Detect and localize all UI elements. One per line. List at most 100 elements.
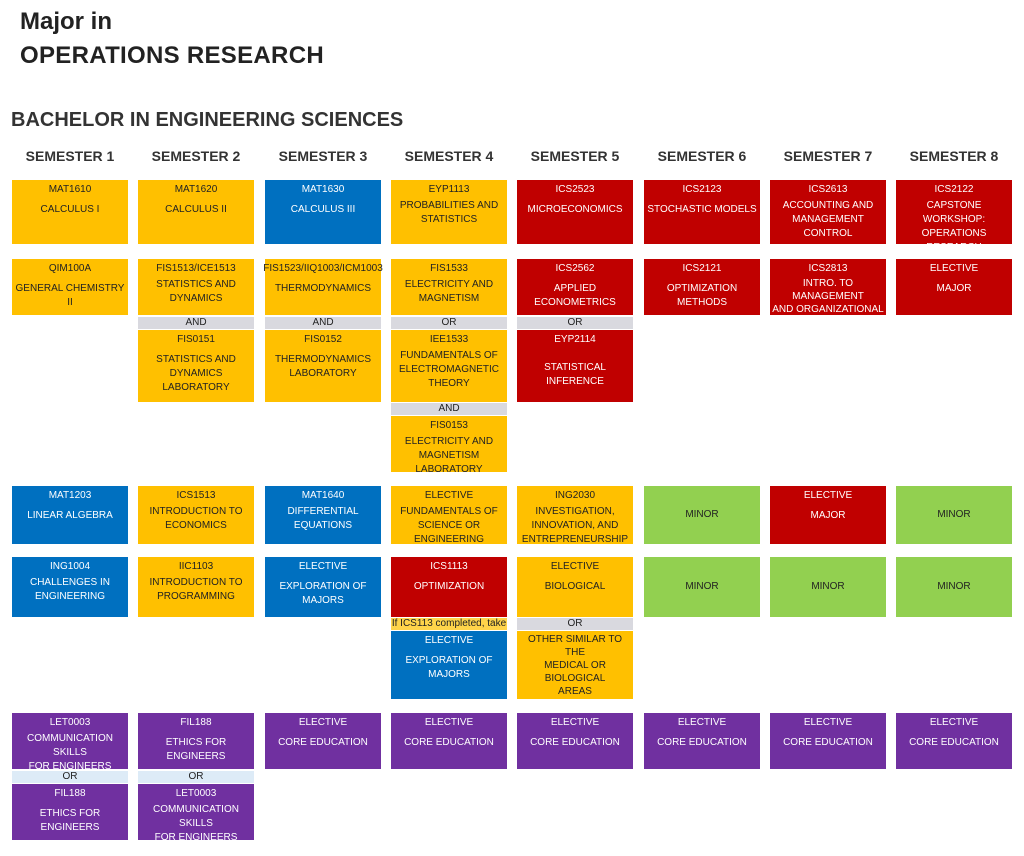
course-name: THERMODYNAMICS LABORATORY bbox=[274, 354, 372, 379]
course-code: FIS1513/ICE1513 bbox=[156, 263, 236, 274]
course-name: ACCOUNTING AND MANAGEMENT CONTROL bbox=[782, 200, 874, 239]
elective-core-s5: ELECTIVE CORE EDUCATION bbox=[517, 713, 633, 769]
or-connector: OR bbox=[517, 618, 633, 630]
course-ics2523: ICS2523 MICROECONOMICS bbox=[517, 180, 633, 244]
course-ics2123: ICS2123 STOCHASTIC MODELS bbox=[644, 180, 760, 244]
course-code: FIS0153 bbox=[430, 420, 468, 431]
course-code: ELECTIVE bbox=[424, 635, 474, 646]
course-name: OTHER SIMILAR TO THE MEDICAL OR BIOLOGIC… bbox=[527, 633, 623, 697]
course-name: MINOR bbox=[937, 581, 971, 592]
course-code: ING1004 bbox=[49, 561, 91, 572]
course-fil188-s2: FIL188 ETHICS FOR ENGINEERS bbox=[138, 713, 254, 769]
course-name: FUNDAMENTALS OF SCIENCE OR ENGINEERING bbox=[400, 506, 498, 545]
semester-8-header: SEMESTER 8 bbox=[909, 148, 999, 164]
course-name: MINOR bbox=[685, 581, 719, 592]
course-name: COMMUNICATION SKILLS FOR ENGINEERS bbox=[27, 733, 113, 772]
course-ics2562: ICS2562 APPLIED ECONOMETRICS bbox=[517, 259, 633, 315]
course-code: ELECTIVE bbox=[298, 717, 348, 728]
course-name: MAJOR bbox=[936, 283, 972, 294]
semester-4-header: SEMESTER 4 bbox=[404, 148, 494, 164]
course-eyp1113: EYP1113 PROBABILITIES AND STATISTICS bbox=[391, 180, 507, 244]
course-code: ELECTIVE bbox=[803, 717, 853, 728]
and-connector: AND bbox=[265, 317, 381, 329]
course-code: ELECTIVE bbox=[424, 717, 474, 728]
course-ics2613: ICS2613 ACCOUNTING AND MANAGEMENT CONTROL bbox=[770, 180, 886, 244]
course-code: LET0003 bbox=[175, 788, 217, 799]
course-name: STATISTICAL INFERENCE bbox=[544, 362, 606, 387]
course-name: MINOR bbox=[937, 509, 971, 520]
course-code: ICS1513 bbox=[176, 490, 216, 501]
elective-core-s8: ELECTIVE CORE EDUCATION bbox=[896, 713, 1012, 769]
course-code: ICS2122 bbox=[934, 184, 974, 195]
course-fis1513: FIS1513/ICE1513 STATISTICS AND DYNAMICS bbox=[138, 259, 254, 315]
course-name: CORE EDUCATION bbox=[909, 737, 999, 748]
course-mat1610: MAT1610 CALCULUS I bbox=[12, 180, 128, 244]
course-code: ELECTIVE bbox=[929, 717, 979, 728]
minor-s8-r4: MINOR bbox=[896, 557, 1012, 617]
course-code: FIS1533 bbox=[430, 263, 468, 274]
course-ing2030: ING2030 INVESTIGATION, INNOVATION, AND EN… bbox=[517, 486, 633, 545]
course-name: APPLIED ECONOMETRICS bbox=[534, 283, 616, 308]
course-fis0152: FIS0152 THERMODYNAMICS LABORATORY bbox=[265, 330, 381, 402]
course-name: THERMODYNAMICS bbox=[274, 283, 372, 294]
course-eyp2114: EYP2114 STATISTICAL INFERENCE bbox=[517, 330, 633, 402]
elective-major-s8: ELECTIVE MAJOR bbox=[896, 259, 1012, 315]
course-name: ETHICS FOR ENGINEERS bbox=[39, 808, 101, 833]
course-iee1533: IEE1533 FUNDAMENTALS OF ELECTROMAGNETIC T… bbox=[391, 330, 507, 402]
course-name: FUNDAMENTALS OF ELECTROMAGNETIC THEORY bbox=[398, 350, 499, 389]
course-name: DIFFERENTIAL EQUATIONS bbox=[287, 506, 359, 531]
course-name: CORE EDUCATION bbox=[657, 737, 747, 748]
course-name: ETHICS FOR ENGINEERS bbox=[165, 737, 227, 762]
course-code: ICS2562 bbox=[555, 263, 595, 274]
course-name: BIOLOGICAL bbox=[544, 581, 606, 592]
course-name: INTRODUCTION TO ECONOMICS bbox=[149, 506, 243, 531]
course-name: PROBABILITIES AND STATISTICS bbox=[399, 200, 499, 225]
course-code: FIS1523/IIQ1003/ICM1003 bbox=[263, 263, 383, 274]
elective-core-s3: ELECTIVE CORE EDUCATION bbox=[265, 713, 381, 769]
course-ics2121: ICS2121 OPTIMIZATION METHODS bbox=[644, 259, 760, 315]
course-name: CHALLENGES IN ENGINEERING bbox=[29, 577, 111, 602]
course-code: ELECTIVE bbox=[803, 490, 853, 501]
course-code: ING2030 bbox=[554, 490, 596, 501]
semester-6-header: SEMESTER 6 bbox=[657, 148, 747, 164]
elective-major-s7: ELECTIVE MAJOR bbox=[770, 486, 886, 544]
course-code: ELECTIVE bbox=[550, 561, 600, 572]
or-connector: OR bbox=[517, 317, 633, 329]
minor-s7-r4: MINOR bbox=[770, 557, 886, 617]
course-code: FIL188 bbox=[180, 717, 212, 728]
course-code: ICS2813 bbox=[808, 263, 848, 274]
course-code: ELECTIVE bbox=[677, 717, 727, 728]
course-name: CORE EDUCATION bbox=[530, 737, 620, 748]
course-code: ICS2523 bbox=[555, 184, 595, 195]
course-code: MAT1203 bbox=[48, 490, 92, 501]
and-connector: AND bbox=[138, 317, 254, 329]
or-connector: OR bbox=[138, 771, 254, 783]
course-ics1113: ICS1113 OPTIMIZATION bbox=[391, 557, 507, 617]
course-code: ICS2123 bbox=[682, 184, 722, 195]
course-code: QIM100A bbox=[48, 263, 92, 274]
course-ics2122: ICS2122 CAPSTONE WORKSHOP: OPERATIONS RES… bbox=[896, 180, 1012, 267]
or-connector: OR bbox=[12, 771, 128, 783]
course-fis1523: FIS1523/IIQ1003/ICM1003 THERMODYNAMICS bbox=[263, 259, 383, 315]
course-ics1513: ICS1513 INTRODUCTION TO ECONOMICS bbox=[138, 486, 254, 544]
program-subtitle: BACHELOR IN ENGINEERING SCIENCES bbox=[11, 109, 404, 131]
semester-2-header: SEMESTER 2 bbox=[151, 148, 241, 164]
course-code: MAT1630 bbox=[301, 184, 345, 195]
course-name: ELECTRICITY AND MAGNETISM LABORATORY bbox=[404, 436, 494, 475]
course-ics2813: ICS2813 INTRO. TO MANAGEMENT AND ORGANIZA… bbox=[770, 259, 886, 328]
course-name: MAJOR bbox=[810, 510, 846, 521]
course-code: ELECTIVE bbox=[550, 717, 600, 728]
course-name: LINEAR ALGEBRA bbox=[27, 510, 113, 521]
course-name: COMMUNICATION SKILLS FOR ENGINEERS bbox=[153, 804, 239, 843]
semester-3-header: SEMESTER 3 bbox=[278, 148, 368, 164]
course-code: FIS0151 bbox=[177, 334, 215, 345]
course-name: MINOR bbox=[811, 581, 845, 592]
major-title: OPERATIONS RESEARCH bbox=[20, 42, 324, 69]
course-name: INTRO. TO MANAGEMENT AND ORGANIZATIONAL … bbox=[772, 278, 884, 328]
course-code: ICS1113 bbox=[430, 561, 468, 572]
semester-1-header: SEMESTER 1 bbox=[25, 148, 115, 164]
course-code: IIC1103 bbox=[178, 561, 214, 572]
course-code: ICS2121 bbox=[682, 263, 722, 274]
course-code: EYP1113 bbox=[428, 184, 470, 195]
elective-fundamentals: ELECTIVE FUNDAMENTALS OF SCIENCE OR ENGIN… bbox=[391, 486, 507, 545]
